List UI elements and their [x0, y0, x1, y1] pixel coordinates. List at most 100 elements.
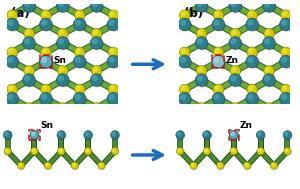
- Circle shape: [265, 39, 270, 44]
- Circle shape: [178, 92, 191, 105]
- Circle shape: [270, 162, 278, 169]
- Circle shape: [58, 66, 68, 76]
- Circle shape: [249, 86, 253, 90]
- Circle shape: [230, 1, 242, 12]
- Circle shape: [229, 37, 242, 49]
- Circle shape: [85, 132, 93, 139]
- Text: Sn: Sn: [40, 121, 53, 130]
- Circle shape: [8, 94, 19, 105]
- Circle shape: [32, 149, 35, 152]
- Circle shape: [24, 75, 36, 87]
- Circle shape: [246, 92, 259, 105]
- Circle shape: [75, 94, 86, 105]
- Circle shape: [258, 149, 261, 152]
- Circle shape: [75, 57, 86, 68]
- Circle shape: [246, 55, 259, 68]
- Text: (b): (b): [184, 7, 203, 20]
- Circle shape: [191, 163, 194, 166]
- Circle shape: [198, 30, 207, 39]
- Circle shape: [180, 94, 191, 105]
- Circle shape: [230, 0, 241, 2]
- Circle shape: [109, 57, 114, 62]
- Circle shape: [6, 18, 19, 31]
- Circle shape: [264, 103, 274, 113]
- Circle shape: [266, 67, 269, 71]
- Circle shape: [263, 37, 275, 49]
- Circle shape: [271, 163, 278, 170]
- Circle shape: [196, 66, 207, 76]
- Circle shape: [257, 132, 265, 139]
- Circle shape: [231, 132, 234, 136]
- Circle shape: [212, 92, 225, 105]
- Circle shape: [265, 104, 274, 113]
- Circle shape: [93, 105, 97, 108]
- Circle shape: [280, 10, 291, 20]
- Circle shape: [92, 38, 103, 50]
- Circle shape: [59, 30, 63, 34]
- Circle shape: [7, 47, 17, 58]
- Circle shape: [8, 20, 13, 25]
- Circle shape: [5, 149, 8, 152]
- Circle shape: [76, 11, 85, 21]
- Circle shape: [218, 163, 224, 170]
- Circle shape: [58, 0, 68, 2]
- Circle shape: [218, 163, 221, 166]
- Circle shape: [32, 149, 38, 155]
- Bar: [29, 130, 40, 140]
- Circle shape: [229, 74, 242, 86]
- Circle shape: [214, 85, 224, 95]
- Circle shape: [6, 55, 19, 68]
- Circle shape: [112, 149, 115, 152]
- Circle shape: [232, 67, 236, 71]
- Circle shape: [282, 57, 286, 62]
- Circle shape: [197, 75, 208, 87]
- Circle shape: [9, 86, 13, 90]
- Circle shape: [56, 0, 69, 12]
- Circle shape: [23, 37, 35, 49]
- Circle shape: [230, 103, 241, 113]
- Circle shape: [285, 149, 291, 155]
- Circle shape: [198, 67, 207, 76]
- Circle shape: [91, 103, 102, 113]
- Circle shape: [258, 149, 261, 152]
- Circle shape: [284, 132, 292, 139]
- Circle shape: [110, 12, 114, 16]
- Circle shape: [92, 76, 97, 81]
- Circle shape: [110, 11, 119, 21]
- Circle shape: [59, 30, 68, 39]
- Circle shape: [76, 94, 80, 99]
- Circle shape: [24, 103, 34, 113]
- Circle shape: [40, 92, 52, 105]
- Circle shape: [93, 0, 102, 2]
- Text: Zn: Zn: [240, 121, 253, 130]
- Circle shape: [86, 149, 88, 152]
- Circle shape: [5, 132, 8, 136]
- Circle shape: [230, 131, 238, 139]
- Circle shape: [30, 131, 39, 139]
- Circle shape: [248, 94, 253, 99]
- Circle shape: [215, 12, 219, 16]
- Circle shape: [9, 49, 13, 53]
- Circle shape: [73, 92, 86, 105]
- Circle shape: [85, 149, 92, 155]
- Circle shape: [265, 0, 274, 2]
- Circle shape: [99, 163, 102, 166]
- Circle shape: [76, 86, 80, 90]
- Circle shape: [285, 149, 288, 152]
- Circle shape: [284, 148, 291, 155]
- Circle shape: [111, 131, 119, 139]
- Circle shape: [231, 67, 241, 76]
- Circle shape: [25, 67, 34, 76]
- Circle shape: [231, 149, 238, 155]
- Circle shape: [248, 48, 258, 58]
- Circle shape: [212, 55, 225, 68]
- Circle shape: [256, 131, 265, 139]
- Circle shape: [195, 0, 208, 12]
- Circle shape: [58, 132, 66, 139]
- Circle shape: [214, 57, 225, 68]
- Circle shape: [230, 75, 242, 87]
- Circle shape: [85, 148, 92, 155]
- Circle shape: [181, 48, 190, 58]
- Circle shape: [266, 30, 269, 34]
- Circle shape: [177, 132, 185, 139]
